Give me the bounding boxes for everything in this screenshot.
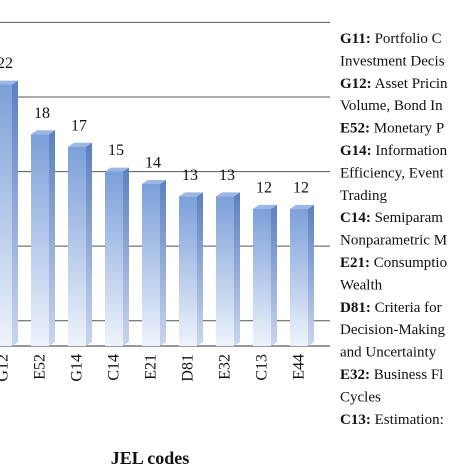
value-label: 12 xyxy=(293,180,309,197)
bar-side xyxy=(123,167,129,346)
legend-item: Nonparametric M xyxy=(340,233,447,249)
bar-top xyxy=(253,204,277,209)
bar-top xyxy=(68,142,92,147)
legend-item: G14: Information xyxy=(340,143,448,159)
legend-text: Business Fl xyxy=(374,367,444,383)
bar-top xyxy=(31,130,55,135)
legend-code: C14: xyxy=(340,211,371,227)
bar-side xyxy=(49,130,55,346)
legend-item: Decision-Making xyxy=(340,323,445,339)
x-tick-label: E21 xyxy=(143,354,160,380)
value-label: 13 xyxy=(219,167,235,184)
bar-side xyxy=(234,192,240,346)
legend-code: E21: xyxy=(340,255,370,271)
legend-text: Efficiency, Event xyxy=(340,166,445,182)
value-label: 17 xyxy=(71,117,87,134)
bar-side xyxy=(160,180,166,346)
bar-top xyxy=(216,192,240,197)
legend-text: Criteria for xyxy=(375,300,442,316)
value-label: 14 xyxy=(145,155,161,172)
bar-side xyxy=(197,192,203,346)
bar-top xyxy=(142,180,166,184)
bar xyxy=(142,184,160,346)
bar-top xyxy=(105,167,129,172)
bar xyxy=(105,171,123,346)
legend-text: Portfolio C xyxy=(375,31,442,47)
legend-text: Information xyxy=(375,143,447,159)
bar-top xyxy=(0,80,18,85)
x-tick-label: E52 xyxy=(32,354,49,380)
x-tick-label: C14 xyxy=(106,354,123,381)
bar-top xyxy=(290,204,314,209)
legend-code: G11: xyxy=(340,31,371,47)
bar-side xyxy=(86,142,92,346)
legend-text: Trading xyxy=(340,188,387,204)
legend-text: and Uncertainty xyxy=(340,345,437,361)
bar-side xyxy=(12,80,18,347)
legend-text: Volume, Bond In xyxy=(340,99,443,115)
legend-item: Trading xyxy=(340,188,387,204)
legend-item: Volume, Bond In xyxy=(340,99,443,115)
legend-text: Decision-Making xyxy=(340,323,445,339)
legend-item: G11: Portfolio C xyxy=(340,31,442,47)
legend-code: C13: xyxy=(340,412,371,428)
value-label: 12 xyxy=(256,180,272,197)
x-tick-label: E32 xyxy=(217,354,234,380)
legend-text: Monetary P xyxy=(374,121,444,137)
bar xyxy=(216,196,234,346)
legend-item: E52: Monetary P xyxy=(340,121,444,137)
bar-side xyxy=(308,204,314,346)
legend-item: E21: Consumptio xyxy=(340,255,447,271)
x-tick-label: E44 xyxy=(291,354,308,380)
bar xyxy=(253,208,271,346)
x-axis-label: JEL codes xyxy=(111,448,190,468)
bar-top xyxy=(179,192,203,197)
value-label: 22 xyxy=(0,55,13,72)
legend-item: G12: Asset Pricin xyxy=(340,76,448,92)
legend-item: D81: Criteria for xyxy=(340,300,442,316)
legend-text: Investment Decis xyxy=(340,54,445,70)
value-label: 13 xyxy=(182,167,198,184)
legend-text: Semiparam xyxy=(375,211,444,227)
legend-text: Asset Pricin xyxy=(375,76,448,92)
bar xyxy=(290,208,308,346)
legend-code: E52: xyxy=(340,121,370,137)
legend-item: C14: Semiparam xyxy=(340,211,443,227)
value-label: 15 xyxy=(108,142,124,159)
bar xyxy=(179,196,197,346)
legend-code: D81: xyxy=(340,300,371,316)
bar-side xyxy=(271,204,277,346)
x-tick-label: D81 xyxy=(180,354,197,382)
bar xyxy=(68,146,86,346)
x-tick-label: G14 xyxy=(69,354,86,382)
legend-text: Estimation: xyxy=(375,412,444,428)
bar xyxy=(0,84,12,347)
legend-code: G12: xyxy=(340,76,372,92)
legend-text: Consumptio xyxy=(374,255,447,271)
x-tick-label: C13 xyxy=(254,354,271,381)
value-label: 18 xyxy=(34,105,50,122)
legend-text: Wealth xyxy=(340,278,383,294)
legend-item: Cycles xyxy=(340,390,381,406)
legend-item: Investment Decis xyxy=(340,54,445,70)
legend-text: Nonparametric M xyxy=(340,233,447,249)
legend-item: and Uncertainty xyxy=(340,345,437,361)
x-tick-label: G12 xyxy=(0,354,12,382)
legend-code: E32: xyxy=(340,367,370,383)
bar xyxy=(31,134,49,346)
legend-item: E32: Business Fl xyxy=(340,367,443,383)
legend-item: Efficiency, Event xyxy=(340,166,445,182)
legend-item: Wealth xyxy=(340,278,383,294)
legend-text: Cycles xyxy=(340,390,381,406)
legend-item: C13: Estimation: xyxy=(340,412,444,428)
legend-code: G14: xyxy=(340,143,372,159)
